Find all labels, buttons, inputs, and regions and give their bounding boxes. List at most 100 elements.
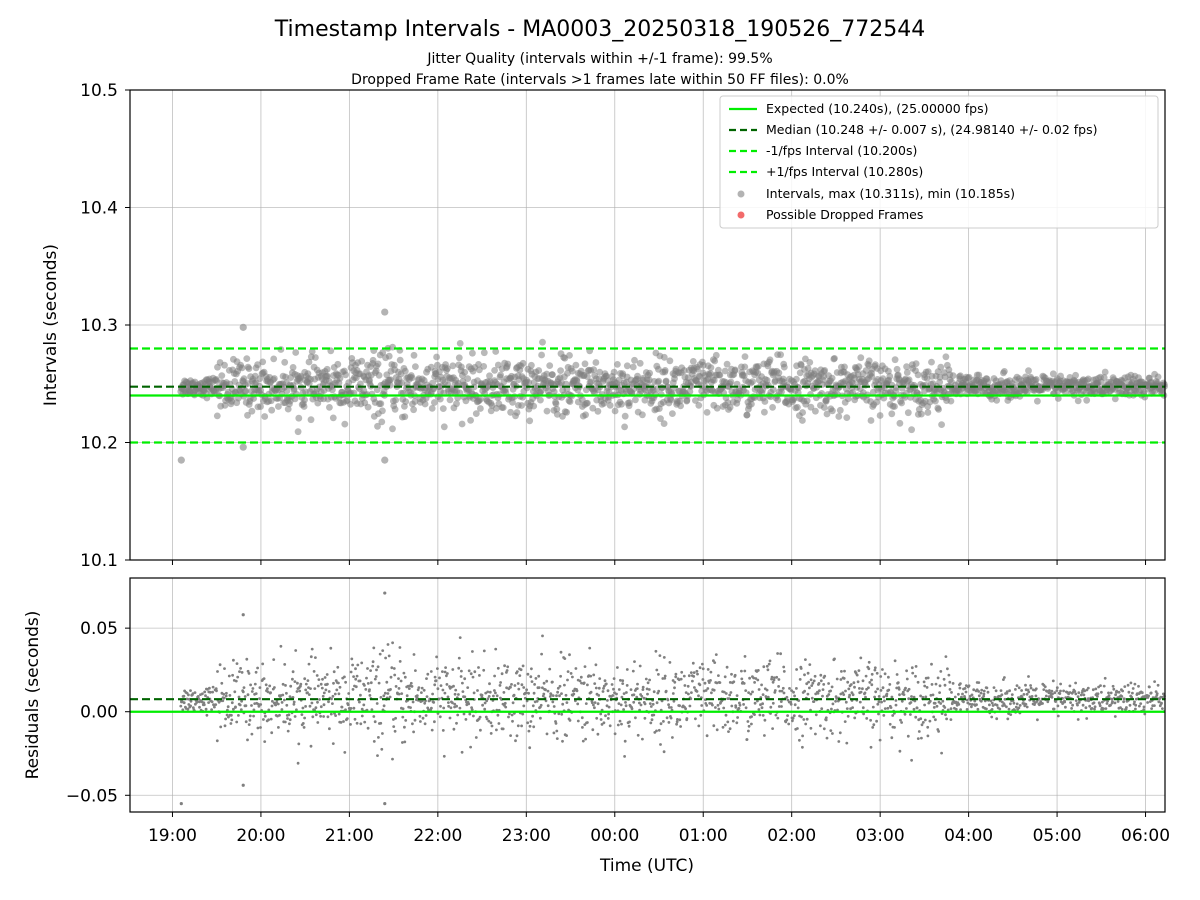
residual-point <box>289 684 293 688</box>
residual-point <box>376 665 380 669</box>
residual-point <box>600 723 604 726</box>
top-reference-lines <box>130 347 1165 444</box>
residual-point <box>563 683 566 687</box>
x-tick-label-4: 23:00 <box>502 826 551 846</box>
residual-point <box>1000 693 1004 697</box>
residual-point <box>401 741 404 744</box>
residual-point <box>329 712 333 716</box>
residual-point <box>817 682 821 685</box>
residual-point <box>1148 685 1151 689</box>
residual-point <box>807 680 810 684</box>
residual-point <box>459 675 463 678</box>
residual-point <box>267 718 270 722</box>
residual-point <box>896 681 900 684</box>
interval-point <box>378 418 386 426</box>
residual-point <box>819 673 823 677</box>
residual-point <box>217 700 221 704</box>
residual-point <box>253 682 257 686</box>
residual-point <box>641 688 645 691</box>
residual-point <box>234 679 238 683</box>
residual-point <box>333 692 337 696</box>
residual-point <box>564 693 568 697</box>
residual-point <box>555 737 559 740</box>
residual-point <box>990 708 994 711</box>
residual-point <box>887 675 890 679</box>
residual-point <box>306 679 310 682</box>
residual-point <box>561 702 565 706</box>
bottom-y-axis-ticks: −0.050.000.05 <box>66 619 130 806</box>
residual-point <box>316 721 320 724</box>
residual-point <box>576 702 580 706</box>
residual-point <box>431 692 434 696</box>
residual-point <box>369 681 373 685</box>
residual-point <box>796 727 799 730</box>
residual-point <box>1050 689 1054 693</box>
residual-point <box>420 691 423 694</box>
residual-point <box>325 673 329 676</box>
residual-point <box>924 695 928 699</box>
residual-point <box>526 721 530 725</box>
residual-point <box>765 664 769 668</box>
interval-point <box>606 402 614 409</box>
residual-point <box>961 692 964 696</box>
residual-point <box>725 665 729 669</box>
residual-point <box>537 674 541 678</box>
residual-point <box>309 744 313 748</box>
residual-point <box>858 687 861 690</box>
interval-point <box>660 420 668 427</box>
residual-point <box>556 686 560 690</box>
residual-point <box>581 726 584 729</box>
residual-point <box>486 697 490 701</box>
residual-point <box>457 693 460 696</box>
residual-point <box>376 754 379 757</box>
residual-point <box>793 694 796 698</box>
residual-point <box>1003 697 1007 701</box>
residual-point <box>338 685 342 689</box>
residual-point <box>842 677 846 680</box>
interval-point <box>935 406 942 413</box>
residual-point <box>852 681 856 685</box>
residual-point <box>1104 707 1108 710</box>
interval-point <box>326 404 333 411</box>
interval-outlier-point-4 <box>381 456 389 464</box>
interval-point <box>587 378 595 386</box>
x-tick-label-6: 01:00 <box>679 826 728 846</box>
residual-point <box>560 712 564 716</box>
residual-point <box>645 687 649 691</box>
residual-point <box>843 669 846 673</box>
residual-point <box>871 705 875 709</box>
residual-point <box>505 686 508 690</box>
residual-point <box>372 740 376 743</box>
residual-point <box>353 717 357 721</box>
residual-point <box>982 694 986 698</box>
interval-point <box>584 373 591 380</box>
residual-point <box>591 728 595 732</box>
legend-label-plus-interval: +1/fps Interval (10.280s) <box>766 164 923 179</box>
residual-point <box>759 703 762 707</box>
interval-point <box>401 413 409 421</box>
residual-point <box>855 673 859 677</box>
interval-point <box>623 362 631 370</box>
residual-point <box>811 681 815 685</box>
residual-point <box>844 700 848 704</box>
residual-outlier-point-2 <box>241 783 245 787</box>
interval-point <box>499 404 507 411</box>
residual-point <box>1046 700 1050 704</box>
residual-point <box>916 680 920 684</box>
residual-point <box>480 693 484 697</box>
residual-point <box>1083 689 1087 693</box>
interval-point <box>308 348 316 355</box>
interval-point <box>867 417 875 424</box>
interval-point <box>924 409 932 416</box>
residual-point <box>771 701 775 705</box>
residual-point <box>940 751 943 755</box>
interval-point <box>639 411 646 419</box>
residual-point <box>240 699 244 703</box>
interval-outlier-point-0 <box>177 456 185 464</box>
residual-point <box>858 700 862 704</box>
residual-point <box>800 715 803 719</box>
interval-point <box>248 407 256 415</box>
residual-point <box>662 750 666 754</box>
interval-point <box>660 353 668 361</box>
residual-point <box>413 718 417 722</box>
